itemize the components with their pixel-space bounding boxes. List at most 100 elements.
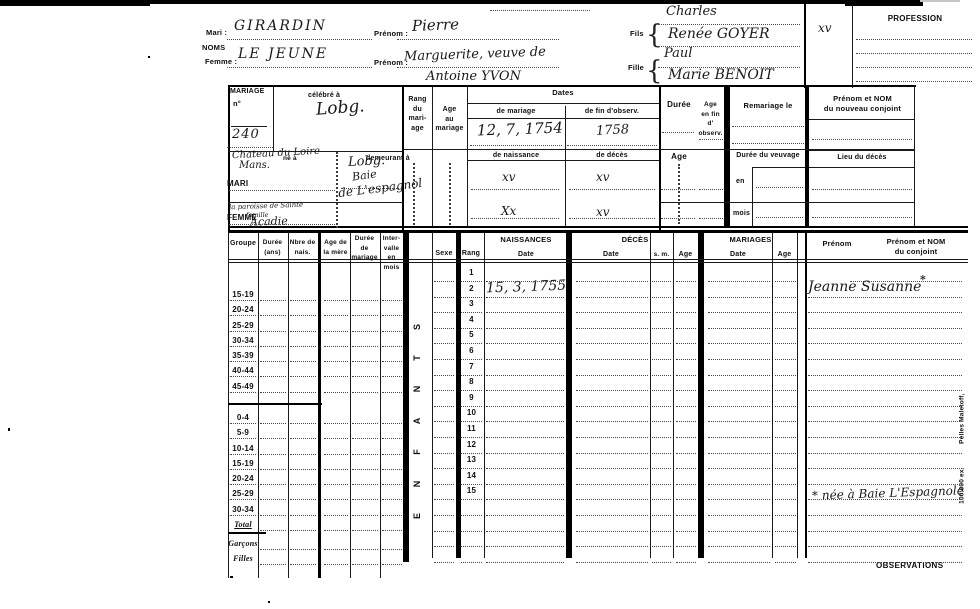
table-row-line <box>486 546 564 548</box>
table-row-line <box>486 515 564 516</box>
groupe-label: 30-34 <box>232 505 254 514</box>
table-row-line <box>576 343 648 345</box>
rule <box>227 67 372 68</box>
groupe-row-line <box>324 499 348 500</box>
border <box>659 85 661 231</box>
table-row-line <box>461 374 482 376</box>
hdr-line: Durée <box>354 235 375 242</box>
table-row-line <box>775 530 796 532</box>
hdr-line: de <box>360 244 369 252</box>
scan-artifact-gray <box>920 0 960 2</box>
groupe-row-line <box>382 469 402 470</box>
border <box>228 85 230 231</box>
table-row-line <box>708 499 770 501</box>
groupe-row-line <box>260 300 286 301</box>
table-row-line <box>486 359 564 360</box>
de-deces-header: de décès <box>596 152 628 159</box>
table-row-line <box>461 343 482 345</box>
table-row-line <box>708 405 770 407</box>
table-row-line <box>708 515 770 516</box>
age-fin-observ-header: Age en fin d' observ. <box>697 100 724 138</box>
groupe-row-line <box>324 549 348 550</box>
fin-observ-value: 1758 <box>595 122 630 139</box>
femme-prenom-2-value: Antoine YVON <box>426 69 521 84</box>
groupe-row-line <box>382 564 402 565</box>
groupe-row-line <box>324 469 348 470</box>
border <box>228 232 229 578</box>
table-row-line <box>652 483 671 485</box>
table-row-line <box>576 296 648 298</box>
groupe-row-line <box>230 346 256 347</box>
groupe-label: 35-39 <box>232 351 254 360</box>
table-row-line <box>708 343 770 345</box>
border <box>432 87 433 227</box>
table-row-line <box>434 468 454 470</box>
date-mariage-header: de mariage <box>496 108 536 115</box>
rule <box>856 67 972 68</box>
table-row-line <box>708 468 770 470</box>
mari-nom-value: GIRARDIN <box>234 18 327 34</box>
groupe-row-line <box>324 346 348 347</box>
table-row-line <box>775 359 796 360</box>
rule <box>699 189 723 190</box>
fils-label: Fils <box>630 29 644 38</box>
hdr-line: Prénom et NOM <box>886 237 946 246</box>
table-row-line <box>461 546 482 548</box>
rule <box>231 126 267 127</box>
table-row-line <box>775 421 796 423</box>
table-row-line <box>708 546 770 548</box>
table-row-line <box>652 468 671 470</box>
table-row-line <box>576 421 648 423</box>
table-row-line <box>652 499 671 501</box>
table-row-line <box>676 281 696 282</box>
border <box>914 85 915 227</box>
scan-speck-4 <box>268 601 270 603</box>
nouveau-conjoint-header: Prénom et NOM du nouveau conjoint <box>810 94 915 113</box>
table-row-line <box>676 390 696 392</box>
table-row-line <box>676 561 696 563</box>
table-row-line <box>808 374 962 376</box>
table-row-line <box>434 483 454 485</box>
border <box>258 232 259 578</box>
hdr-line: d' <box>707 120 714 127</box>
groupe-label: 15-19 <box>232 290 254 299</box>
border <box>228 226 968 228</box>
groupe-row-line <box>324 564 348 565</box>
rule <box>661 189 695 190</box>
groupe-row-line <box>230 392 256 393</box>
groupe-row-line <box>230 484 256 485</box>
table-row-line <box>434 405 454 407</box>
table-row-line <box>652 437 671 438</box>
scan-speck-2 <box>8 428 10 431</box>
observations-label: OBSERVATIONS <box>876 561 944 570</box>
table-row-line <box>434 421 454 423</box>
femme-prenom-label: Prénom : <box>374 58 409 67</box>
rang-number: 14 <box>466 470 477 480</box>
border <box>288 232 289 578</box>
groupe-row-line <box>260 484 286 485</box>
rule <box>856 53 972 54</box>
enfants-vertical-letter: F <box>412 449 423 455</box>
groupe-row-line <box>260 515 286 516</box>
groupe-row-line <box>230 423 256 424</box>
groupe-row-line <box>260 331 286 332</box>
hdr-line: (ans) <box>264 248 281 256</box>
femme-row-label: FEMME <box>227 213 257 222</box>
rang-number: 8 <box>469 377 474 387</box>
groupe-row-line <box>382 315 402 316</box>
rang-mariage-header: Rang du mari- age <box>403 95 432 133</box>
rang-number: 13 <box>466 455 477 465</box>
border <box>350 232 351 578</box>
hdr-line: du conjoint <box>894 246 938 256</box>
hdr-line: Nbre de <box>289 239 316 246</box>
table-row-line <box>461 452 482 454</box>
table-row-line <box>775 437 796 438</box>
rang-number: 2 <box>469 283 474 293</box>
groupe-row-line <box>230 499 256 500</box>
table-row-line <box>576 437 648 438</box>
groupe-row-line <box>324 361 348 362</box>
demeurant-label: demeurant à <box>366 155 410 162</box>
table-row-line <box>808 468 962 470</box>
enfants-vertical-letter: N <box>412 385 423 393</box>
table-row-line <box>808 530 962 532</box>
